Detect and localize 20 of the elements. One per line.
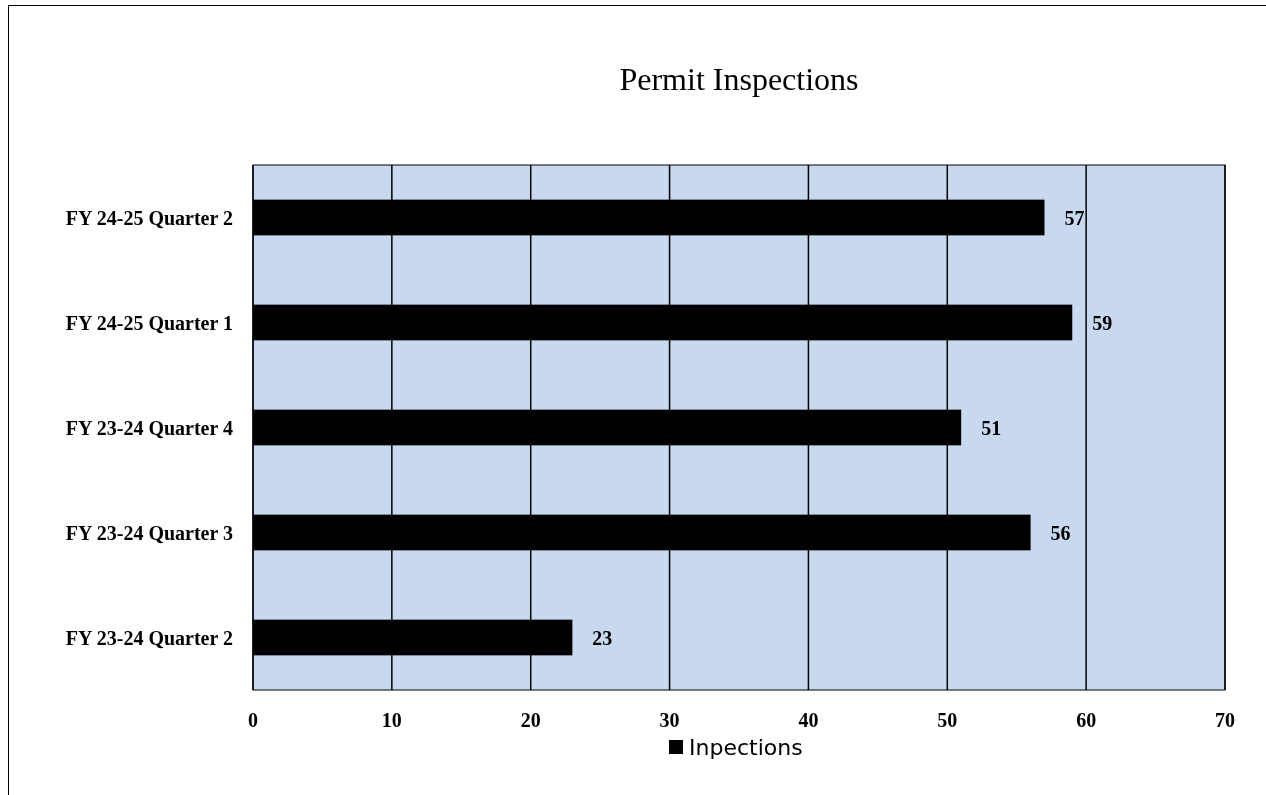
data-label: 23 (592, 626, 613, 649)
y-tick-label: FY 23-24 Quarter 3 (65, 521, 233, 544)
y-tick-label: FY 23-24 Quarter 4 (65, 416, 233, 439)
chart-title: Permit Inspections (619, 61, 859, 97)
x-tick-label: 40 (798, 709, 819, 731)
x-tick-label: 10 (381, 709, 402, 731)
x-tick-label: 0 (248, 709, 258, 731)
data-label: 51 (981, 416, 1002, 439)
data-label: 56 (1050, 521, 1071, 544)
x-tick-label: 70 (1215, 709, 1235, 731)
x-tick-label: 30 (659, 709, 680, 731)
legend-label: Inpections (689, 734, 803, 760)
y-tick-label: FY 23-24 Quarter 2 (65, 626, 233, 649)
data-label: 59 (1092, 311, 1113, 334)
x-tick-label: 20 (520, 709, 541, 731)
y-tick-label: FY 24-25 Quarter 2 (65, 206, 233, 229)
x-tick-label: 60 (1076, 709, 1097, 731)
data-label: 57 (1064, 206, 1085, 229)
y-tick-label: FY 24-25 Quarter 1 (65, 311, 233, 334)
x-tick-label: 50 (937, 709, 958, 731)
